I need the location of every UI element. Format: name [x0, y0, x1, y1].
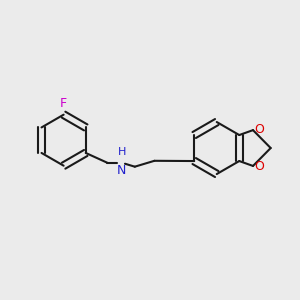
Text: H: H	[118, 147, 126, 157]
Text: O: O	[254, 123, 264, 136]
Text: N: N	[117, 164, 127, 177]
Text: O: O	[254, 160, 264, 173]
Text: F: F	[60, 97, 67, 110]
